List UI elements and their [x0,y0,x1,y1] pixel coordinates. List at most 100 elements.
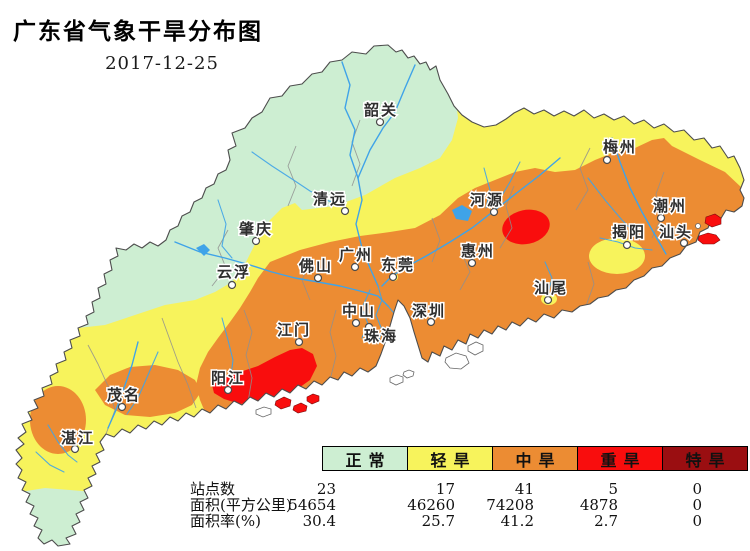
city-阳江: 阳江 [209,368,245,395]
stats-value: 74208 [486,496,534,514]
city-marker [117,402,127,412]
city-marker [223,385,233,395]
city-label: 梅州 [603,138,637,156]
city-茂名: 茂名 [105,385,141,412]
city-marker [227,280,237,290]
city-marker [313,273,323,283]
city-label: 汕尾 [534,279,568,297]
stats-value: 46260 [407,496,455,514]
city-label: 韶关 [364,101,398,119]
legend-cell-moderate: 中旱 [492,447,577,470]
city-label: 广州 [339,246,373,264]
city-marker [679,238,689,248]
city-label: 佛山 [298,257,333,275]
stats-value: 2.7 [594,512,618,530]
legend-cell-extreme: 特旱 [662,447,747,470]
city-marker [364,322,374,332]
city-湛江: 湛江 [59,428,95,454]
city-label: 清远 [313,190,347,208]
city-梅州: 梅州 [601,137,637,165]
stats-value: 54654 [288,496,336,514]
city-label: 惠州 [461,242,495,260]
region-light-jieyang [589,238,645,274]
stats-value: 41 [514,480,534,498]
city-珠海: 珠海 [362,322,398,347]
region-severe-yangjiang [212,348,317,404]
stats-value: 30.4 [302,512,336,530]
stats-value: 17 [435,480,455,498]
city-label: 云浮 [217,263,251,281]
stats-value: 0 [692,496,702,514]
city-label: 珠海 [364,327,398,345]
city-marker [388,272,398,282]
city-label: 河源 [470,191,504,209]
islands [255,213,722,418]
legend-cell-normal: 正常 [323,447,407,470]
city-label: 肇庆 [238,220,273,238]
city-marker [467,258,477,268]
city-marker [426,317,436,327]
city-河源: 河源 [468,190,504,217]
legend-cell-severe: 重旱 [577,447,662,470]
city-label: 阳江 [211,369,245,387]
city-marker [489,207,499,217]
legend-cell-light: 轻旱 [407,447,492,470]
region-severe-heyuan [502,209,550,245]
city-label: 东莞 [381,256,415,274]
city-marker [340,206,350,216]
city-marker [602,155,612,165]
city-中山: 中山 [340,301,376,328]
city-marker [350,262,360,272]
city-东莞: 东莞 [379,255,415,282]
city-label: 揭阳 [612,223,646,241]
city-label: 汕头 [659,223,693,241]
city-深圳: 深圳 [410,301,446,327]
stats-value: 0 [692,512,702,530]
city-marker [70,444,80,454]
city-marker [622,240,632,250]
stats-value: 0 [692,480,702,498]
city-广州: 广州 [337,245,373,272]
city-云浮: 云浮 [215,262,251,290]
stats-value: 23 [316,480,336,498]
stats-value: 41.2 [500,512,534,530]
city-marker [656,213,666,223]
city-label: 湛江 [61,429,95,447]
stats-row: 站点数 23 17 41 5 0 [0,481,750,497]
city-清远: 清远 [311,189,350,216]
map-date: 2017-12-25 [105,53,219,74]
city-label: 潮州 [653,197,687,215]
stats-row-label: 站点数 [190,480,236,498]
city-label: 深圳 [412,302,446,320]
stats-value: 5 [608,480,618,498]
city-揭阳: 揭阳 [610,222,646,250]
stats-value: 4878 [579,496,618,514]
city-marker [375,117,385,127]
city-label: 江门 [277,321,311,339]
city-marker [294,337,304,347]
region-moderate-zhanjiang [30,386,86,454]
city-江门: 江门 [275,320,311,347]
city-label: 中山 [342,302,376,320]
city-marker [251,236,261,246]
stats-value: 25.7 [421,512,455,530]
stats-row: 面积(平方公里) 54654 46260 74208 4878 0 [0,497,750,513]
stats-row-label: 面积(平方公里) [190,496,292,514]
city-肇庆: 肇庆 [236,219,273,246]
city-label: 茂名 [107,386,141,404]
stats-row: 面积率(%) 30.4 25.7 41.2 2.7 0 [0,513,750,529]
drought-legend: 正常 轻旱 中旱 重旱 特旱 [322,446,748,471]
city-惠州: 惠州 [459,241,495,268]
city-汕尾: 汕尾 [532,278,568,305]
city-marker [543,295,553,305]
city-佛山: 佛山 [296,256,333,283]
stats-row-label: 面积率(%) [190,512,261,530]
city-潮州: 潮州 [651,196,687,223]
drought-stats-table: 站点数 23 17 41 5 0 面积(平方公里) 54654 46260 74208 4878 0 面… [0,481,750,533]
page-title: 广东省气象干旱分布图 [13,18,263,44]
city-marker [351,318,361,328]
city-韶关: 韶关 [362,100,398,127]
